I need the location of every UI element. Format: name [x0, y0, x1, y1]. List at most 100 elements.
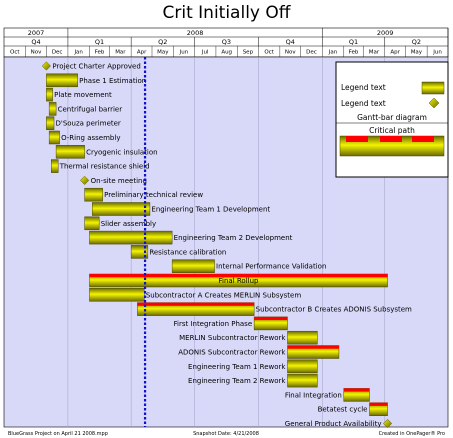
- task-final-integration: Final Integration: [285, 388, 370, 402]
- milestone-marker: [382, 418, 393, 429]
- legend-caption: Gantt-bar diagram: [357, 113, 427, 122]
- legend-box: [335, 61, 449, 178]
- task-label: Thermal resistance shield: [59, 163, 150, 171]
- task-engineering-team-2-development: Engineering Team 2 Development: [89, 230, 293, 245]
- task-bar: [84, 187, 103, 202]
- month-label: Oct: [10, 50, 20, 56]
- month-label: Jan: [328, 50, 338, 56]
- task-slider-assembly: Slider assembly: [84, 216, 156, 231]
- task-thermal-resistance-shield: Thermal resistance shield: [50, 159, 150, 173]
- task-general-product-availability: General Product Availability: [285, 418, 393, 429]
- task-bar: [89, 288, 145, 302]
- legend-critical-label: Critical path: [369, 126, 415, 135]
- task-bar: [287, 330, 318, 345]
- month-label: Jul: [201, 50, 209, 56]
- month-label: Oct: [264, 50, 274, 56]
- quarter-label: Q2: [412, 38, 421, 46]
- task-label: Cryogenic insulation: [86, 148, 158, 156]
- task-bar: [46, 116, 55, 130]
- month-label: Mar: [115, 50, 126, 56]
- task-subcontractor-a-creates-merlin-subsystem: Subcontractor A Creates MERLIN Subsystem: [89, 288, 301, 302]
- month-label: Feb: [95, 50, 105, 56]
- task-bar: [46, 73, 78, 88]
- task-label: Project Charter Approved: [52, 63, 140, 71]
- quarter-label: Q1: [95, 38, 104, 46]
- task-final-rollup: Final Rollup: [89, 273, 388, 288]
- task-label: ADONIS Subcontractor Rework: [178, 349, 286, 357]
- task-plate-movement: Plate movement: [46, 87, 112, 102]
- task-bar: [48, 130, 60, 145]
- critical-path-stripe: [137, 302, 255, 306]
- critical-path-stripe: [369, 402, 388, 406]
- legend-label-milestone: Legend text: [341, 99, 386, 108]
- task-label: Final Integration: [285, 391, 342, 399]
- month-label: Jun: [432, 50, 442, 56]
- task-label: Final Rollup: [219, 277, 260, 285]
- month-label: Jan: [73, 50, 83, 56]
- task-bar: [171, 259, 215, 273]
- task-d-souza-perimeter: D'Souza perimeter: [46, 116, 121, 130]
- task-label: D'Souza perimeter: [56, 120, 121, 128]
- task-bar: [48, 102, 57, 116]
- timeline-header: 2007 2008 2009 Q4 Q1 Q2 Q3 Q4 Q1 Q2 Oct Nov Dec Jan Fe…: [3, 27, 449, 58]
- legend-critical-stripe-1: [346, 136, 368, 142]
- legend-critical-stripe-3: [412, 136, 434, 142]
- task-cryogenic-insulation: Cryogenic insulation: [55, 145, 158, 159]
- critical-path-stripe: [287, 345, 339, 349]
- task-project-charter-approved: Project Charter Approved: [41, 61, 141, 71]
- task-bar: [287, 373, 318, 388]
- task-o-ring-assembly: O-Ring assembly: [48, 130, 120, 145]
- task-internal-performance-validation: Internal Performance Validation: [171, 259, 326, 273]
- task-bar: [91, 202, 151, 216]
- milestone-marker: [41, 61, 51, 71]
- task-on-site-meeting: On-site meeting: [80, 175, 147, 185]
- task-label: Engineering Team 1 Development: [151, 206, 270, 214]
- task-label: Engineering Team 1 Rework: [188, 363, 286, 371]
- month-label: May: [157, 50, 169, 56]
- task-bar: [287, 359, 318, 374]
- task-label: Subcontractor B Creates ADONIS Subsystem: [256, 306, 412, 314]
- legend: Legend text Legend text Gantt-bar diagram C…: [335, 61, 449, 178]
- task-adonis-subcontractor-rework: ADONIS Subcontractor Rework: [178, 345, 340, 359]
- task-engineering-team-2-rework: Engineering Team 2 Rework: [188, 373, 318, 388]
- task-preliminary-technical-review: Preliminary technical review: [84, 187, 203, 202]
- task-label: Resistance calibration: [149, 248, 226, 256]
- quarter-label: Q4: [286, 38, 295, 46]
- legend-critical-stripe-2: [380, 136, 402, 142]
- year-label: 2009: [377, 29, 394, 37]
- task-label: MERLIN Subcontractor Rework: [179, 334, 286, 342]
- task-label: O-Ring assembly: [61, 134, 120, 142]
- quarter-label: Q3: [222, 38, 231, 46]
- task-bar: [84, 216, 100, 231]
- month-label: Nov: [31, 50, 42, 56]
- task-label: First Integration Phase: [173, 320, 252, 328]
- month-label: May: [411, 50, 423, 56]
- month-label: Feb: [349, 50, 359, 56]
- task-label: Engineering Team 2 Development: [174, 234, 293, 242]
- legend-bar-swatch: [421, 81, 445, 95]
- task-engineering-team-1-rework: Engineering Team 1 Rework: [188, 359, 318, 374]
- critical-path-stripe: [89, 274, 388, 278]
- milestone-marker: [80, 175, 90, 185]
- footer: BlueGrass Project on April 21 2008.mpp Sn…: [8, 430, 445, 437]
- month-label: Nov: [285, 50, 296, 56]
- task-label: Phase 1 Estimation: [79, 77, 146, 85]
- chart-title: Crit Initially Off: [162, 3, 291, 23]
- task-centrifugal-barrier: Centrifugal barrier: [48, 102, 122, 116]
- footer-right: Created in OnePager® Pro: [379, 430, 445, 437]
- task-label: General Product Availability: [285, 420, 382, 428]
- task-label: Betatest cycle: [318, 406, 368, 414]
- quarter-label: Q1: [349, 38, 358, 46]
- task-bar: [50, 159, 59, 173]
- task-label: Preliminary technical review: [104, 191, 203, 199]
- month-label: Apr: [390, 50, 400, 56]
- task-first-integration-phase: First Integration Phase: [173, 316, 288, 331]
- footer-left: BlueGrass Project on April 21 2008.mpp: [8, 431, 108, 437]
- month-label: Apr: [137, 50, 147, 56]
- task-label: Plate movement: [54, 91, 112, 99]
- task-label: Engineering Team 2 Rework: [188, 377, 286, 385]
- critical-path-stripe: [343, 388, 370, 392]
- quarter-label: Q2: [158, 38, 167, 46]
- month-label: Mar: [369, 50, 380, 56]
